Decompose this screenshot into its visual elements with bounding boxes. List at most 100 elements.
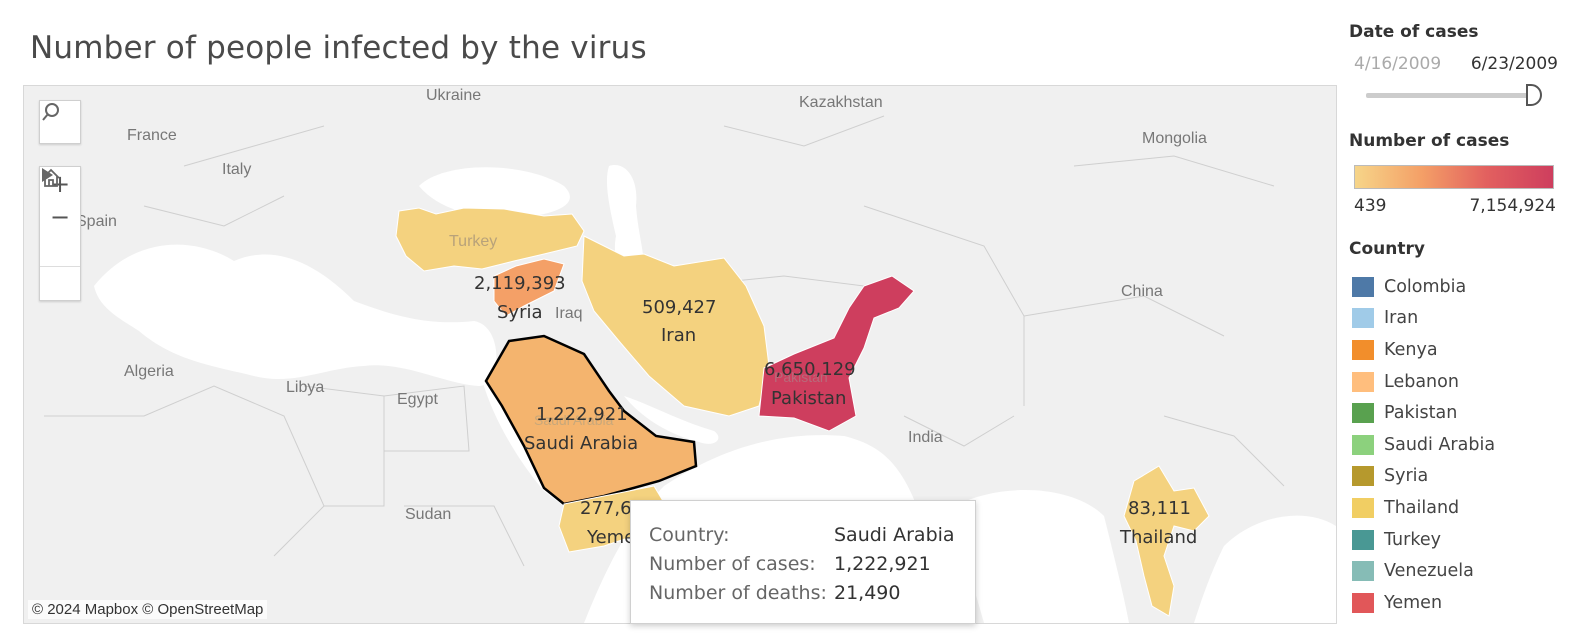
legend-swatch [1352,466,1374,487]
black-sea [419,167,570,218]
map-attribution[interactable]: © 2024 Mapbox © OpenStreetMap [28,600,268,619]
color-legend-max: 7,154,924 [1469,196,1556,216]
value-label-thailand: 83,111 [1128,498,1191,519]
country-borders [44,115,1285,567]
map-label-egypt: Egypt [397,391,438,408]
legend-item[interactable]: Colombia [1352,271,1495,303]
map-label-mongolia: Mongolia [1142,130,1207,147]
zoom-in-button[interactable]: + [49,169,71,198]
date-slider-handle[interactable] [1526,84,1542,106]
search-icon[interactable] [40,101,80,143]
region-turkey [395,207,585,272]
map-label-italy: Italy [222,161,252,178]
name-label-thailand: Thailand [1120,527,1198,548]
legend-item[interactable]: Iran [1352,303,1495,335]
tooltip: Country: Saudi Arabia Number of cases: 1… [630,500,976,624]
map-label-turkey: Turkey [449,233,498,250]
legend-label: Colombia [1384,276,1467,297]
mediterranean-sea [94,244,497,386]
map-label-saudi-faded: Saudi Arabia [534,412,614,428]
legend-item[interactable]: Saudi Arabia [1352,429,1495,461]
legend-label: Thailand [1384,497,1460,518]
legend-swatch [1352,434,1374,455]
name-label-iran: Iran [661,325,697,346]
legend-label: Lebanon [1384,371,1459,392]
legend-label: Syria [1384,466,1429,487]
map-label-algeria: Algeria [124,363,174,380]
tooltip-cases-value: 1,222,921 [834,553,931,575]
tooltip-country-label: Country: [649,524,730,546]
south-china-sea [1194,515,1336,623]
page-title: Number of people infected by the virus [30,30,647,66]
search-control[interactable] [39,100,81,144]
region-saudi-arabia [484,334,698,506]
name-label-syria: Syria [497,302,543,323]
legend-item[interactable]: Pakistan [1352,397,1495,429]
legend-swatch [1352,339,1374,360]
legend-item[interactable]: Turkey [1352,524,1495,556]
date-filter-title: Date of cases [1349,22,1479,42]
value-label-yemen: 277,6 [580,498,632,519]
map-label-ukraine: Ukraine [426,87,482,104]
legend-item[interactable]: Kenya [1352,334,1495,366]
legend-swatch [1352,592,1374,613]
legend-label: Turkey [1384,529,1441,550]
legend-swatch [1352,529,1374,550]
country-legend-title: Country [1349,239,1425,259]
region-syria [493,258,565,317]
tooltip-deaths-label: Number of deaths: [649,582,827,604]
value-label-pakistan: 6,650,129 [764,359,856,380]
map-label-france: France [127,127,177,144]
country-legend: Colombia Iran Kenya Lebanon Pakistan Sau… [1352,271,1495,619]
legend-label: Kenya [1384,339,1438,360]
legend-label: Venezuela [1384,561,1474,582]
bay-of-bengal [954,489,1129,623]
persian-gulf [624,396,719,444]
play-icon[interactable] [40,168,80,300]
value-label-saudi-arabia: 1,222,921 [536,404,628,425]
zoom-out-button[interactable]: − [49,202,71,231]
legend-item[interactable]: Yemen [1352,587,1495,619]
region-pakistan [758,275,915,432]
map-label-iraq: Iraq [555,305,583,322]
legend-swatch [1352,497,1374,518]
map-label-pakistan-faded: Pakistan [774,369,828,385]
name-label-saudi-arabia: Saudi Arabia [524,433,639,454]
legend-item[interactable]: Venezuela [1352,555,1495,587]
legend-swatch [1352,403,1374,424]
legend-label: Saudi Arabia [1384,434,1496,455]
legend-swatch [1352,276,1374,297]
tooltip-deaths-value: 21,490 [834,582,901,604]
date-slider-track[interactable] [1366,93,1536,98]
value-label-iran: 509,427 [642,297,717,318]
color-legend-min: 439 [1354,196,1387,216]
color-legend-title: Number of cases [1349,131,1510,151]
zoom-controls: + − [39,166,81,301]
value-label-syria: 2,119,393 [474,273,566,294]
date-start[interactable]: 4/16/2009 [1354,54,1442,74]
map-label-libya: Libya [286,379,325,396]
filter-panel: Date of cases 4/16/2009 6/23/2009 Number… [1348,0,1588,643]
tooltip-country-value: Saudi Arabia [834,524,955,546]
legend-swatch [1352,308,1374,329]
date-end[interactable]: 6/23/2009 [1470,54,1558,74]
tooltip-cases-label: Number of cases: [649,553,816,575]
map-label-spain: Spain [76,213,117,230]
name-label-yemen: Yeme [587,527,636,548]
map-label-sudan: Sudan [405,506,452,523]
legend-swatch [1352,561,1374,582]
map-label-india: India [908,429,943,446]
legend-item[interactable]: Lebanon [1352,366,1495,398]
legend-item[interactable]: Syria [1352,461,1495,493]
region-thailand [1123,465,1210,617]
map-label-kazakhstan: Kazakhstan [799,94,883,111]
home-icon[interactable] [40,168,80,266]
legend-label: Yemen [1384,592,1443,613]
legend-item[interactable]: Thailand [1352,492,1495,524]
legend-label: Pakistan [1384,403,1458,424]
color-gradient-bar [1354,165,1554,189]
map-label-china: China [1121,283,1163,300]
legend-label: Iran [1384,308,1419,329]
legend-swatch [1352,371,1374,392]
name-label-pakistan: Pakistan [771,388,847,409]
